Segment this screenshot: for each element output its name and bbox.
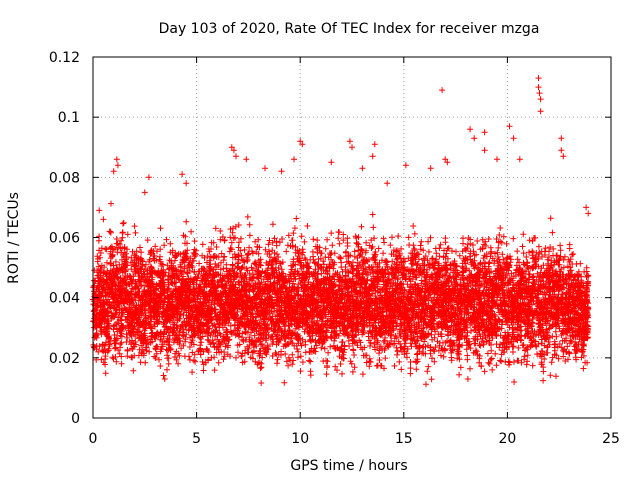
y-tick-label: 0.02 bbox=[49, 351, 80, 367]
y-tick-label: 0.1 bbox=[58, 110, 80, 126]
y-tick-label: 0.12 bbox=[49, 50, 80, 66]
y-tick-label: 0.08 bbox=[49, 170, 80, 186]
x-tick-label: 25 bbox=[602, 431, 620, 447]
y-axis-label: ROTI / TECUs bbox=[6, 192, 22, 284]
x-tick-label: 20 bbox=[498, 431, 516, 447]
chart-title: Day 103 of 2020, Rate Of TEC Index for r… bbox=[159, 21, 540, 37]
x-tick-label: 10 bbox=[291, 431, 309, 447]
axis-ticks bbox=[92, 56, 612, 419]
x-tick-label: 0 bbox=[89, 431, 98, 447]
x-tick-labels: 0 5 10 15 20 25 bbox=[89, 431, 620, 447]
plus-markers bbox=[90, 75, 592, 388]
x-axis-label: GPS time / hours bbox=[290, 458, 407, 474]
y-tick-labels: 0 0.02 0.04 0.06 0.08 0.1 0.12 bbox=[49, 50, 80, 427]
y-tick-label: 0 bbox=[71, 411, 80, 427]
y-tick-label: 0.04 bbox=[49, 291, 80, 307]
grid-lines bbox=[93, 57, 611, 418]
data-points bbox=[90, 75, 592, 388]
y-tick-label: 0.06 bbox=[49, 231, 80, 247]
x-tick-label: 5 bbox=[192, 431, 201, 447]
x-tick-label: 15 bbox=[395, 431, 413, 447]
